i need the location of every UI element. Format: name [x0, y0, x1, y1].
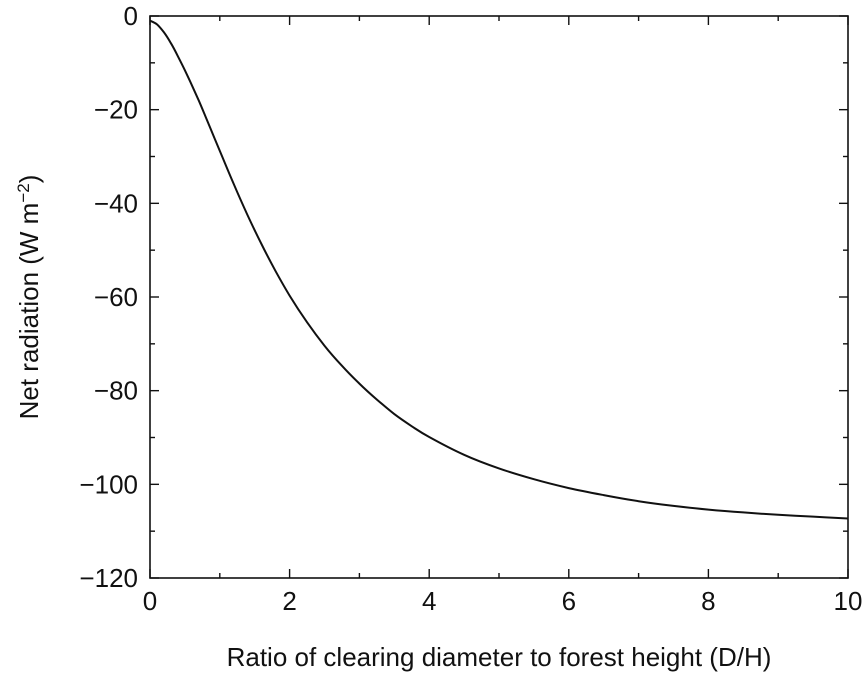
plot-frame: [149, 15, 849, 579]
x-tick-label: 10: [834, 586, 863, 616]
y-tick-label: −100: [79, 469, 138, 499]
y-tick-label: −120: [79, 563, 138, 593]
x-axis-label: Ratio of clearing diameter to forest hei…: [227, 642, 772, 672]
y-axis-label-main: Net radiation (W m: [14, 203, 44, 420]
y-tick-label: −60: [94, 282, 138, 312]
y-tick-label: −40: [94, 188, 138, 218]
x-tick-label: 2: [282, 586, 296, 616]
x-tick-label: 6: [562, 586, 576, 616]
y-tick-label: 0: [124, 1, 138, 31]
x-tick-label: 8: [701, 586, 715, 616]
y-tick-label: −20: [94, 95, 138, 125]
x-tick-label: 0: [143, 586, 157, 616]
y-axis-label: Net radiation (W m−2): [14, 175, 45, 420]
net-radiation-line: [149, 19, 849, 520]
axis-ticks: [149, 15, 849, 579]
x-tick-label: 4: [422, 586, 436, 616]
tick-labels: 0 2 4 6 8 10 0 −20 −40 −60 −80 −100 −120: [79, 1, 862, 616]
y-tick-label: −80: [94, 376, 138, 406]
y-axis-label-superscript: −2: [14, 183, 33, 202]
y-axis-label-close: ): [14, 175, 44, 184]
